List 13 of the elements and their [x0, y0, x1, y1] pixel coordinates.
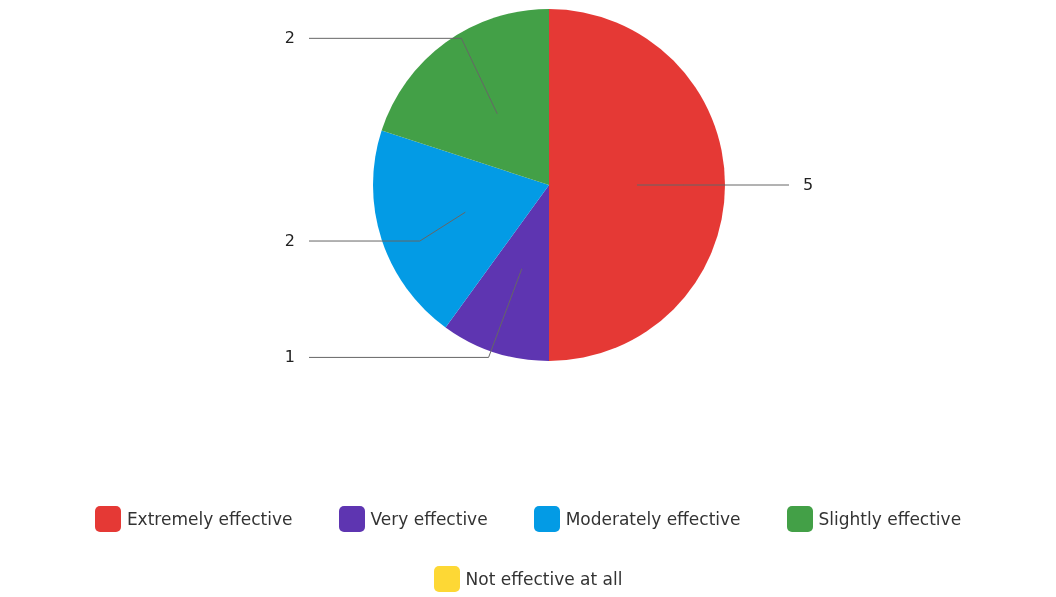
legend-label: Very effective: [370, 509, 488, 529]
legend-label: Extremely effective: [126, 509, 293, 529]
data-label: 2: [284, 231, 295, 251]
pie-slice: [381, 9, 549, 185]
data-label: 5: [803, 175, 814, 194]
data-label: 1: [284, 347, 295, 367]
pie-slice: [373, 130, 549, 328]
pie-slice: [445, 185, 549, 361]
data-label: 2: [284, 28, 295, 48]
legend-label: Not effective at all: [465, 569, 623, 589]
legend-label: Moderately effective: [565, 509, 741, 529]
legend-label: Slightly effective: [818, 509, 962, 529]
pie-slice: [549, 9, 725, 361]
